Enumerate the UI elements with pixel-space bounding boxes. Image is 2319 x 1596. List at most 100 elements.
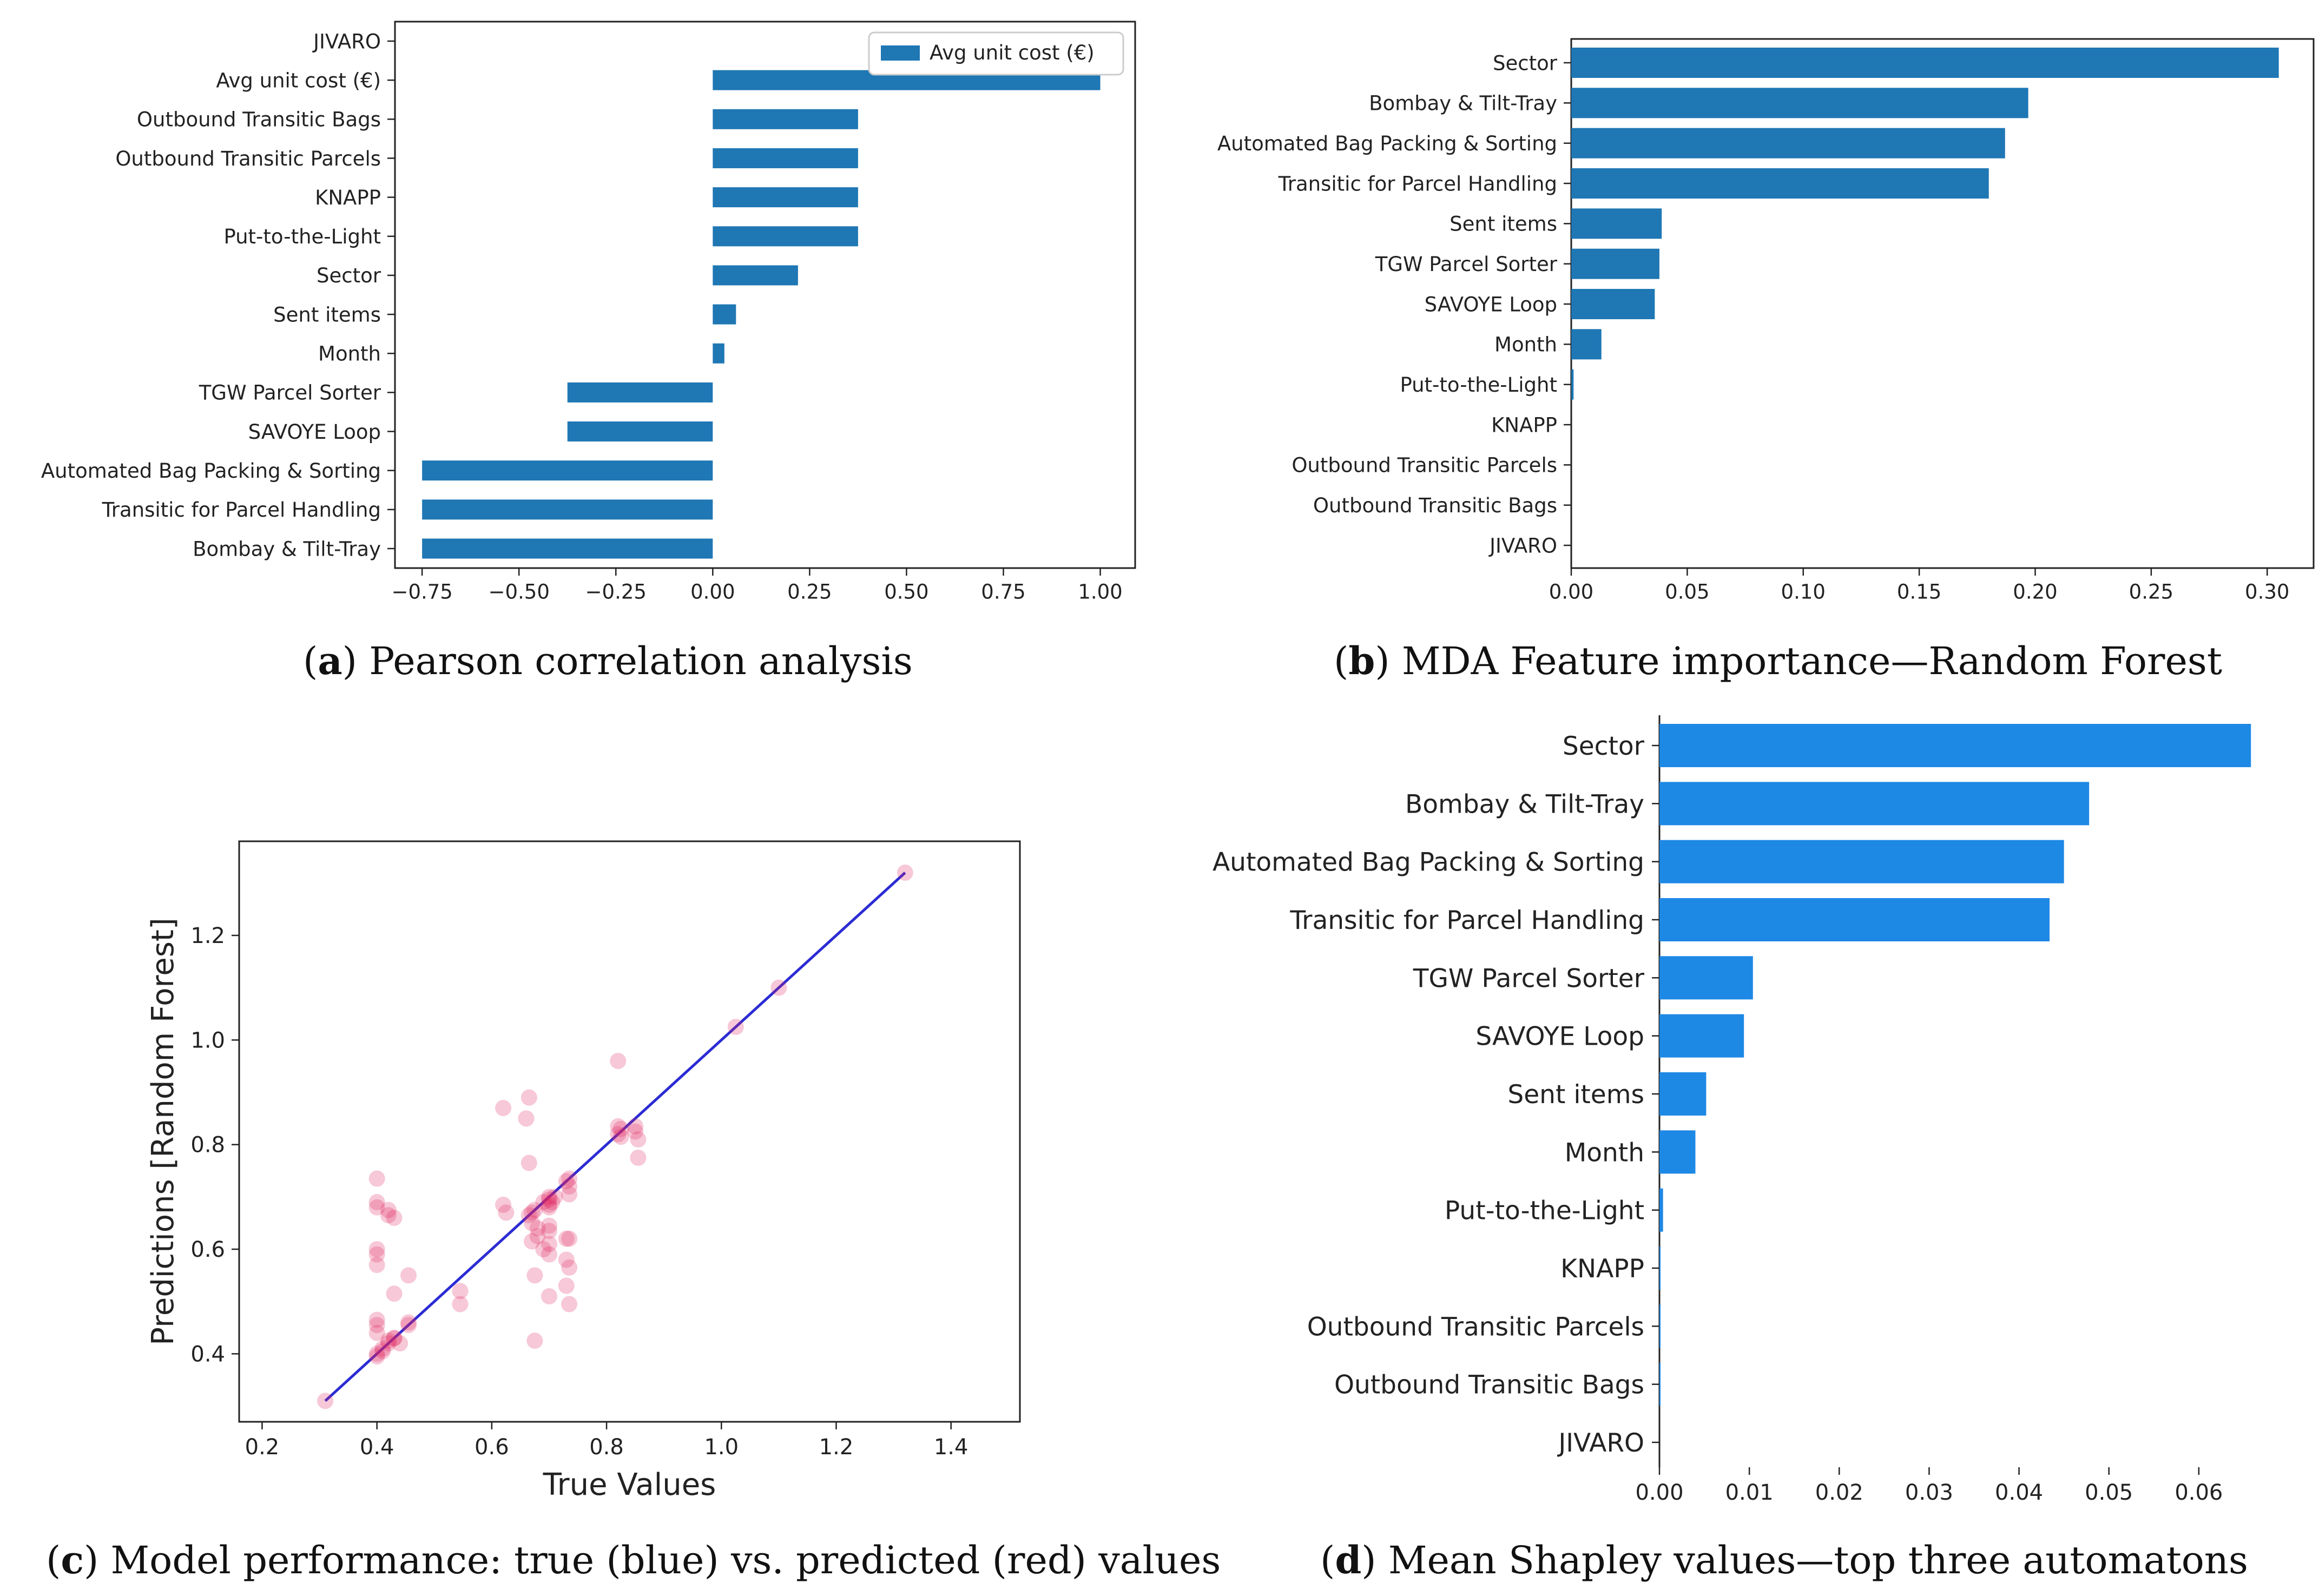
a-bar <box>422 499 713 520</box>
c-prediction-point <box>392 1335 409 1351</box>
a-bar <box>713 265 798 286</box>
c-prediction-point <box>541 1191 557 1208</box>
c-prediction-point <box>535 1194 552 1210</box>
c-prediction-point <box>897 865 913 881</box>
a-category-label: Avg unit cost (€) <box>216 69 381 92</box>
d-bar <box>1659 1130 1696 1174</box>
d-category-label: Outbound Transitic Parcels <box>1307 1312 1644 1342</box>
panel-b-mda-chart: Sector Bombay & Tilt-Tray Automated Bag Pa… <box>1217 38 2315 604</box>
a-legend-swatch <box>881 45 920 61</box>
b-category-label: Outbound Transitic Parcels <box>1292 454 1557 477</box>
c-prediction-point <box>400 1314 417 1331</box>
c-prediction-point <box>524 1215 541 1231</box>
c-prediction-point <box>368 1246 385 1263</box>
b-category-label: Outbound Transitic Bags <box>1313 494 1557 517</box>
a-category-label: Transitic for Parcel Handling <box>102 498 381 522</box>
d-x-tick-label: 0.03 <box>1905 1480 1953 1505</box>
caption-b-letter: b <box>1348 638 1375 683</box>
c-prediction-point <box>452 1296 469 1313</box>
c-plot-frame <box>238 840 1021 1423</box>
a-x-tick-label: −0.50 <box>488 581 549 604</box>
a-category-label: Sent items <box>273 303 381 326</box>
d-bar <box>1659 782 2090 826</box>
c-prediction-point <box>541 1236 557 1252</box>
caption-d: (d) Mean Shapley values—top three automa… <box>1320 1538 2248 1582</box>
caption-c: (c) Model performance: true (blue) vs. p… <box>46 1538 1221 1582</box>
c-prediction-point <box>541 1189 557 1205</box>
b-x-tick-label: 0.20 <box>2013 581 2057 604</box>
b-category-label: Month <box>1494 333 1557 357</box>
d-bar <box>1659 1362 1661 1406</box>
d-category-label: KNAPP <box>1560 1254 1644 1284</box>
caption-b: (b) MDA Feature importance—Random Forest <box>1334 638 2222 683</box>
a-category-label: Sector <box>317 264 381 287</box>
c-prediction-point <box>558 1230 575 1247</box>
c-prediction-point <box>380 1207 397 1224</box>
caption-c-text: Model performance: true (blue) vs. predi… <box>98 1538 1221 1582</box>
caption-a: (a) Pearson correlation analysis <box>303 638 913 683</box>
d-x-tick-label: 0.04 <box>1995 1480 2043 1505</box>
c-y-tick-label: 0.4 <box>190 1342 225 1367</box>
a-x-tick-label: −0.25 <box>585 581 647 604</box>
b-bar <box>1571 88 2028 118</box>
b-category-label: Transitic for Parcel Handling <box>1278 172 1557 195</box>
a-legend-label: Avg unit cost (€) <box>930 41 1095 64</box>
c-prediction-point <box>627 1118 644 1135</box>
d-bar <box>1659 1304 1661 1348</box>
c-true-values-line <box>324 872 906 1402</box>
a-x-tick-label: 0.00 <box>690 581 735 604</box>
c-prediction-point <box>541 1223 557 1239</box>
c-prediction-point <box>368 1199 385 1216</box>
b-category-label: Put-to-the-Light <box>1400 373 1557 397</box>
d-bar <box>1659 898 2050 941</box>
a-category-label: Outbound Transitic Parcels <box>115 147 381 170</box>
a-category-label: SAVOYE Loop <box>248 420 381 444</box>
b-x-tick-label: 0.30 <box>2245 581 2289 604</box>
d-category-label: JIVARO <box>1557 1428 1644 1458</box>
d-x-tick-label: 0.06 <box>2175 1480 2223 1505</box>
c-prediction-point <box>561 1170 578 1187</box>
d-bar <box>1659 1247 1661 1290</box>
c-y-tick-label: 1.0 <box>190 1028 225 1053</box>
c-prediction-point <box>495 1196 512 1213</box>
d-category-label: Transitic for Parcel Handling <box>1289 906 1644 935</box>
c-y-tick-label: 0.6 <box>190 1237 225 1262</box>
c-prediction-point <box>380 1335 397 1351</box>
caption-a-letter: a <box>318 638 342 683</box>
a-category-label: Month <box>318 342 381 366</box>
d-x-tick-label: 0.00 <box>1635 1480 1683 1505</box>
caption-b-text: MDA Feature importance—Random Forest <box>1389 639 2222 683</box>
a-bar <box>713 343 724 364</box>
c-prediction-point <box>561 1296 578 1313</box>
a-x-tick-label: 0.25 <box>787 581 832 604</box>
a-category-label: KNAPP <box>315 186 381 209</box>
c-prediction-point <box>452 1283 469 1300</box>
c-prediction-point <box>400 1317 417 1334</box>
c-prediction-point <box>368 1194 385 1210</box>
panel-a-pearson-chart: JIVARO Avg unit cost (€) Outbound Transiti… <box>41 21 1136 604</box>
c-x-tick-label: 1.4 <box>934 1435 969 1460</box>
c-prediction-point <box>630 1149 647 1166</box>
b-bar <box>1571 128 2005 159</box>
a-x-tick-label: 0.50 <box>884 581 928 604</box>
c-prediction-point <box>610 1053 627 1069</box>
c-prediction-point <box>535 1241 552 1257</box>
c-prediction-point <box>380 1333 397 1349</box>
b-x-tick-label: 0.00 <box>1549 581 1593 604</box>
c-prediction-point <box>770 979 787 996</box>
c-prediction-point <box>374 1343 391 1360</box>
c-prediction-point <box>495 1100 512 1116</box>
d-category-label: TGW Parcel Sorter <box>1413 964 1645 993</box>
c-x-tick-label: 0.2 <box>245 1435 280 1460</box>
b-bar <box>1571 248 1659 279</box>
b-category-label: SAVOYE Loop <box>1425 293 1557 316</box>
c-prediction-point <box>386 1285 403 1302</box>
c-prediction-point <box>541 1217 557 1234</box>
c-prediction-point <box>526 1267 543 1284</box>
c-prediction-point <box>400 1267 417 1284</box>
c-x-tick-label: 1.0 <box>704 1435 739 1460</box>
d-category-label: Sent items <box>1507 1080 1644 1110</box>
c-prediction-point <box>386 1330 403 1347</box>
b-category-label: Sector <box>1493 51 1558 75</box>
